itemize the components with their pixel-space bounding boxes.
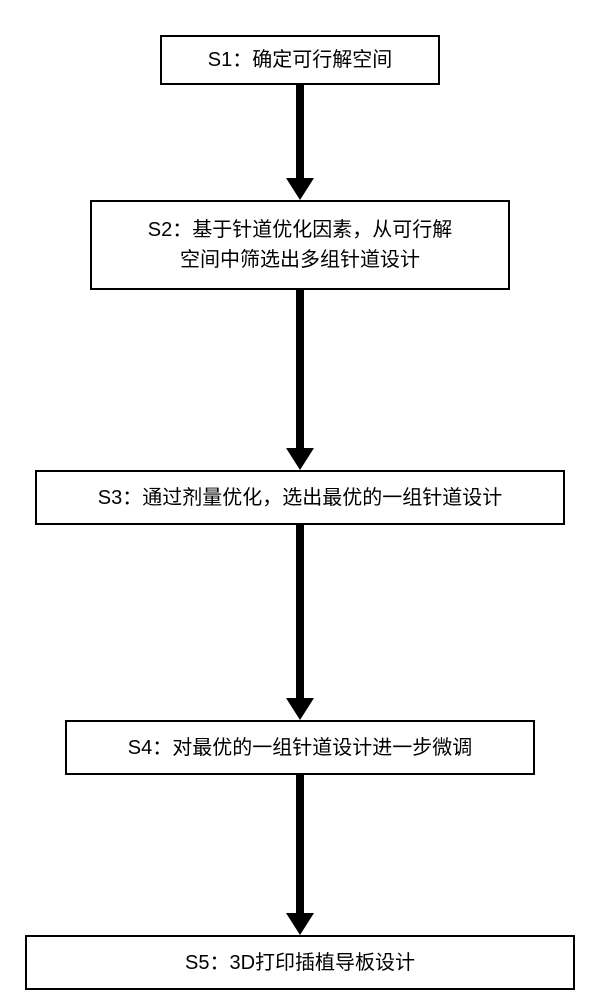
node-label: S3：通过剂量优化，选出最优的一组针道设计 <box>98 483 502 513</box>
node-label: S2：基于针道优化因素，从可行解 空间中筛选出多组针道设计 <box>148 215 452 275</box>
flowchart-node-s4: S4：对最优的一组针道设计进一步微调 <box>65 720 535 775</box>
arrow-line <box>296 775 304 913</box>
flowchart-arrow <box>286 525 314 720</box>
node-label: S4：对最优的一组针道设计进一步微调 <box>128 733 472 763</box>
arrow-head-icon <box>286 178 314 200</box>
flowchart-arrow <box>286 775 314 935</box>
flowchart-container: S1：确定可行解空间 S2：基于针道优化因素，从可行解 空间中筛选出多组针道设计… <box>0 0 600 1000</box>
flowchart-node-s1: S1：确定可行解空间 <box>160 35 440 85</box>
node-label: S5：3D打印插植导板设计 <box>185 948 415 978</box>
flowchart-arrow <box>286 290 314 470</box>
arrow-line <box>296 85 304 178</box>
flowchart-arrow <box>286 85 314 200</box>
flowchart-node-s3: S3：通过剂量优化，选出最优的一组针道设计 <box>35 470 565 525</box>
arrow-head-icon <box>286 448 314 470</box>
flowchart-node-s2: S2：基于针道优化因素，从可行解 空间中筛选出多组针道设计 <box>90 200 510 290</box>
arrow-line <box>296 290 304 448</box>
flowchart-node-s5: S5：3D打印插植导板设计 <box>25 935 575 990</box>
arrow-head-icon <box>286 913 314 935</box>
arrow-head-icon <box>286 698 314 720</box>
arrow-line <box>296 525 304 698</box>
node-label: S1：确定可行解空间 <box>208 45 392 75</box>
